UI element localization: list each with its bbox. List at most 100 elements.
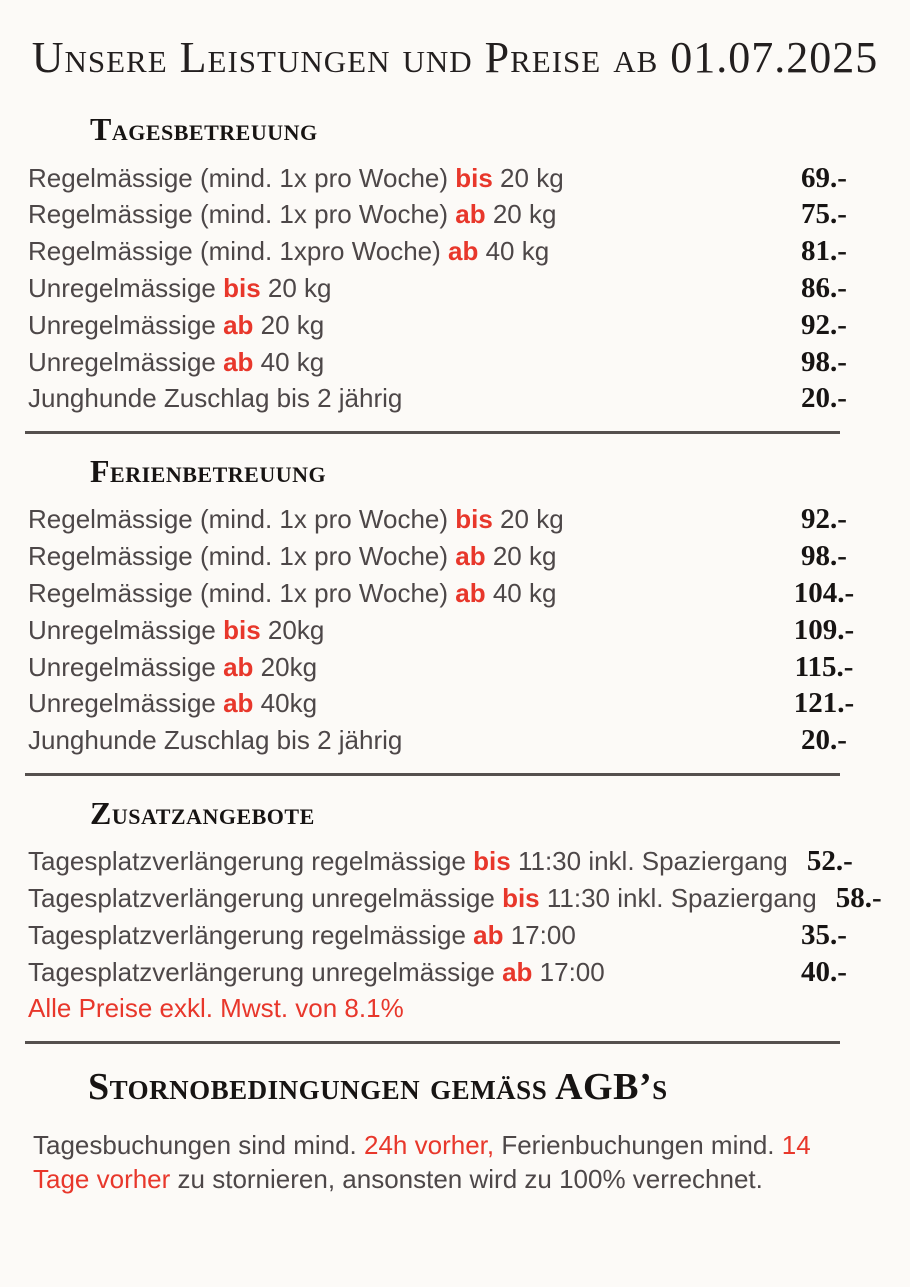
service-label: Junghunde Zuschlag bis 2 jährig [28, 380, 402, 417]
price-row: Tagesplatzverlängerung unregelmässige bi… [28, 880, 882, 917]
price-row: Tagesplatzverlängerung unregelmässige ab… [28, 954, 866, 991]
storno-text-run: Ferienbuchungen mind. [494, 1129, 782, 1160]
service-label-pre: Regelmässige (mind. 1x pro Woche) [28, 162, 456, 193]
service-label: Unregelmässige ab 20kg [28, 649, 317, 686]
price-value: 109.- [793, 613, 855, 646]
price-row: Unregelmässige ab 20 kg 92.- [28, 307, 866, 344]
service-label-post: 20 kg [260, 272, 332, 303]
section-heading-stornobedingungen: Stornobedingungen gemäss AGB’s [88, 1066, 668, 1109]
service-label-pre: Tagesplatzverlängerung regelmässige [28, 919, 474, 950]
price-value: 86.- [801, 271, 847, 304]
price-value: 92.- [801, 503, 847, 536]
condition-keyword: bis [502, 882, 540, 913]
condition-keyword: ab [502, 956, 533, 987]
condition-keyword: ab [223, 651, 254, 682]
service-label-pre: Tagesplatzverlängerung unregelmässige [28, 882, 503, 913]
condition-keyword: ab [223, 346, 254, 377]
condition-keyword: ab [223, 688, 254, 719]
condition-keyword: ab [455, 199, 486, 230]
service-label-post: 11:30 inkl. Spaziergang [539, 882, 817, 913]
section-divider [25, 1041, 840, 1045]
service-label: Tagesplatzverlängerung regelmässige bis … [28, 843, 788, 880]
price-value: 121.- [793, 687, 855, 720]
price-value: 58.- [835, 881, 882, 914]
storno-highlight: 24h vorher, [364, 1129, 495, 1160]
service-label-post: 11:30 inkl. Spaziergang [510, 846, 788, 877]
condition-keyword: bis [455, 162, 493, 193]
price-value: 104.- [793, 576, 855, 609]
service-label-pre: Junghunde Zuschlag bis 2 jährig [28, 383, 403, 414]
service-label-post: 20 kg [485, 541, 557, 572]
condition-keyword: ab [455, 541, 486, 572]
service-label-post: 20kg [260, 614, 325, 645]
price-value: 98.- [801, 540, 847, 573]
condition-keyword: bis [223, 272, 261, 303]
service-label-post: 20 kg [492, 504, 564, 535]
service-label-pre: Unregelmässige [28, 309, 224, 340]
service-label: Unregelmässige ab 20 kg [28, 307, 324, 344]
storno-paragraph: Tagesbuchungen sind mind. 24h vorher, Fe… [33, 1128, 870, 1196]
storno-highlight: 14 Tage vorher [33, 1129, 811, 1194]
price-list-page: Unsere Leistungen und Preise ab 01.07.20… [25, 33, 882, 1196]
service-label-post: 20 kg [485, 199, 557, 230]
service-label-pre: Regelmässige (mind. 1x pro Woche) [28, 577, 456, 608]
price-value: 52.- [806, 845, 853, 878]
service-label: Unregelmässige bis 20kg [28, 612, 324, 649]
price-row: Junghunde Zuschlag bis 2 jährig 20.- [28, 380, 866, 417]
price-row: Unregelmässige ab 20kg 115.- [28, 649, 866, 686]
price-row: Regelmässige (mind. 1xpro Woche) ab 40 k… [28, 233, 866, 270]
service-label-pre: Regelmässige (mind. 1x pro Woche) [28, 199, 456, 230]
price-value: 69.- [801, 161, 847, 194]
condition-keyword: bis [455, 504, 493, 535]
vat-note: Alle Preise exkl. Mwst. von 8.1% [28, 993, 404, 1024]
service-label: Regelmässige (mind. 1x pro Woche) ab 20 … [28, 196, 556, 233]
price-row: Tagesplatzverlängerung regelmässige ab 1… [28, 917, 866, 954]
service-label-pre: Regelmässige (mind. 1x pro Woche) [28, 504, 456, 535]
service-label: Regelmässige (mind. 1xpro Woche) ab 40 k… [28, 233, 549, 270]
price-row: Unregelmässige ab 40 kg 98.- [28, 344, 866, 381]
service-label-pre: Unregelmässige [28, 346, 224, 377]
service-label: Regelmässige (mind. 1x pro Woche) bis 20… [28, 501, 564, 538]
service-label-pre: Regelmässige (mind. 1x pro Woche) [28, 541, 456, 572]
storno-text-run: Tagesbuchungen sind mind. [33, 1129, 365, 1160]
service-label-post: 40kg [253, 688, 318, 719]
price-row: Tagesplatzverlängerung regelmässige bis … [28, 843, 866, 880]
condition-keyword: ab [473, 919, 504, 950]
price-value: 92.- [801, 308, 847, 341]
price-row: Regelmässige (mind. 1x pro Woche) ab 20 … [28, 538, 866, 575]
price-value: 98.- [801, 345, 847, 378]
price-row: Regelmässige (mind. 1x pro Woche) bis 20… [28, 160, 866, 197]
condition-keyword: bis [473, 846, 511, 877]
price-value: 75.- [801, 198, 847, 231]
service-label-post: 17:00 [532, 956, 605, 987]
service-label-pre: Tagesplatzverlängerung regelmässige [28, 846, 474, 877]
service-label: Junghunde Zuschlag bis 2 jährig [28, 722, 402, 759]
service-label: Regelmässige (mind. 1x pro Woche) ab 40 … [28, 575, 556, 612]
condition-keyword: ab [223, 309, 254, 340]
section-divider [25, 431, 840, 435]
service-label: Unregelmässige bis 20 kg [28, 270, 332, 307]
condition-keyword: ab [455, 577, 486, 608]
service-label-pre: Unregelmässige [28, 651, 224, 682]
section-heading-zusatzangebote: Zusatzangebote [90, 794, 315, 831]
price-value: 20.- [801, 724, 847, 757]
price-row: Regelmässige (mind. 1x pro Woche) ab 40 … [28, 575, 866, 612]
service-label-post: 40 kg [485, 577, 557, 608]
section-divider [25, 772, 840, 776]
price-value: 115.- [794, 650, 854, 683]
price-rows-zusatzangebote: Tagesplatzverlängerung regelmässige bis … [28, 843, 882, 991]
service-label-post: 40 kg [253, 346, 325, 377]
service-label-pre: Unregelmässige [28, 688, 224, 719]
price-rows-tagesbetreuung: Regelmässige (mind. 1x pro Woche) bis 20… [28, 160, 866, 418]
price-rows-ferienbetreuung: Regelmässige (mind. 1x pro Woche) bis 20… [28, 501, 866, 759]
price-row: Junghunde Zuschlag bis 2 jährig 20.- [28, 722, 866, 759]
service-label-pre: Junghunde Zuschlag bis 2 jährig [28, 725, 403, 756]
price-value: 81.- [801, 235, 847, 268]
service-label-post: 20kg [253, 651, 318, 682]
condition-keyword: bis [223, 614, 261, 645]
service-label-pre: Regelmässige (mind. 1xpro Woche) [28, 236, 449, 267]
price-row: Unregelmässige bis 20 kg 86.- [28, 270, 866, 307]
price-value: 20.- [801, 382, 847, 415]
price-value: 40.- [801, 955, 847, 988]
condition-keyword: ab [448, 236, 479, 267]
